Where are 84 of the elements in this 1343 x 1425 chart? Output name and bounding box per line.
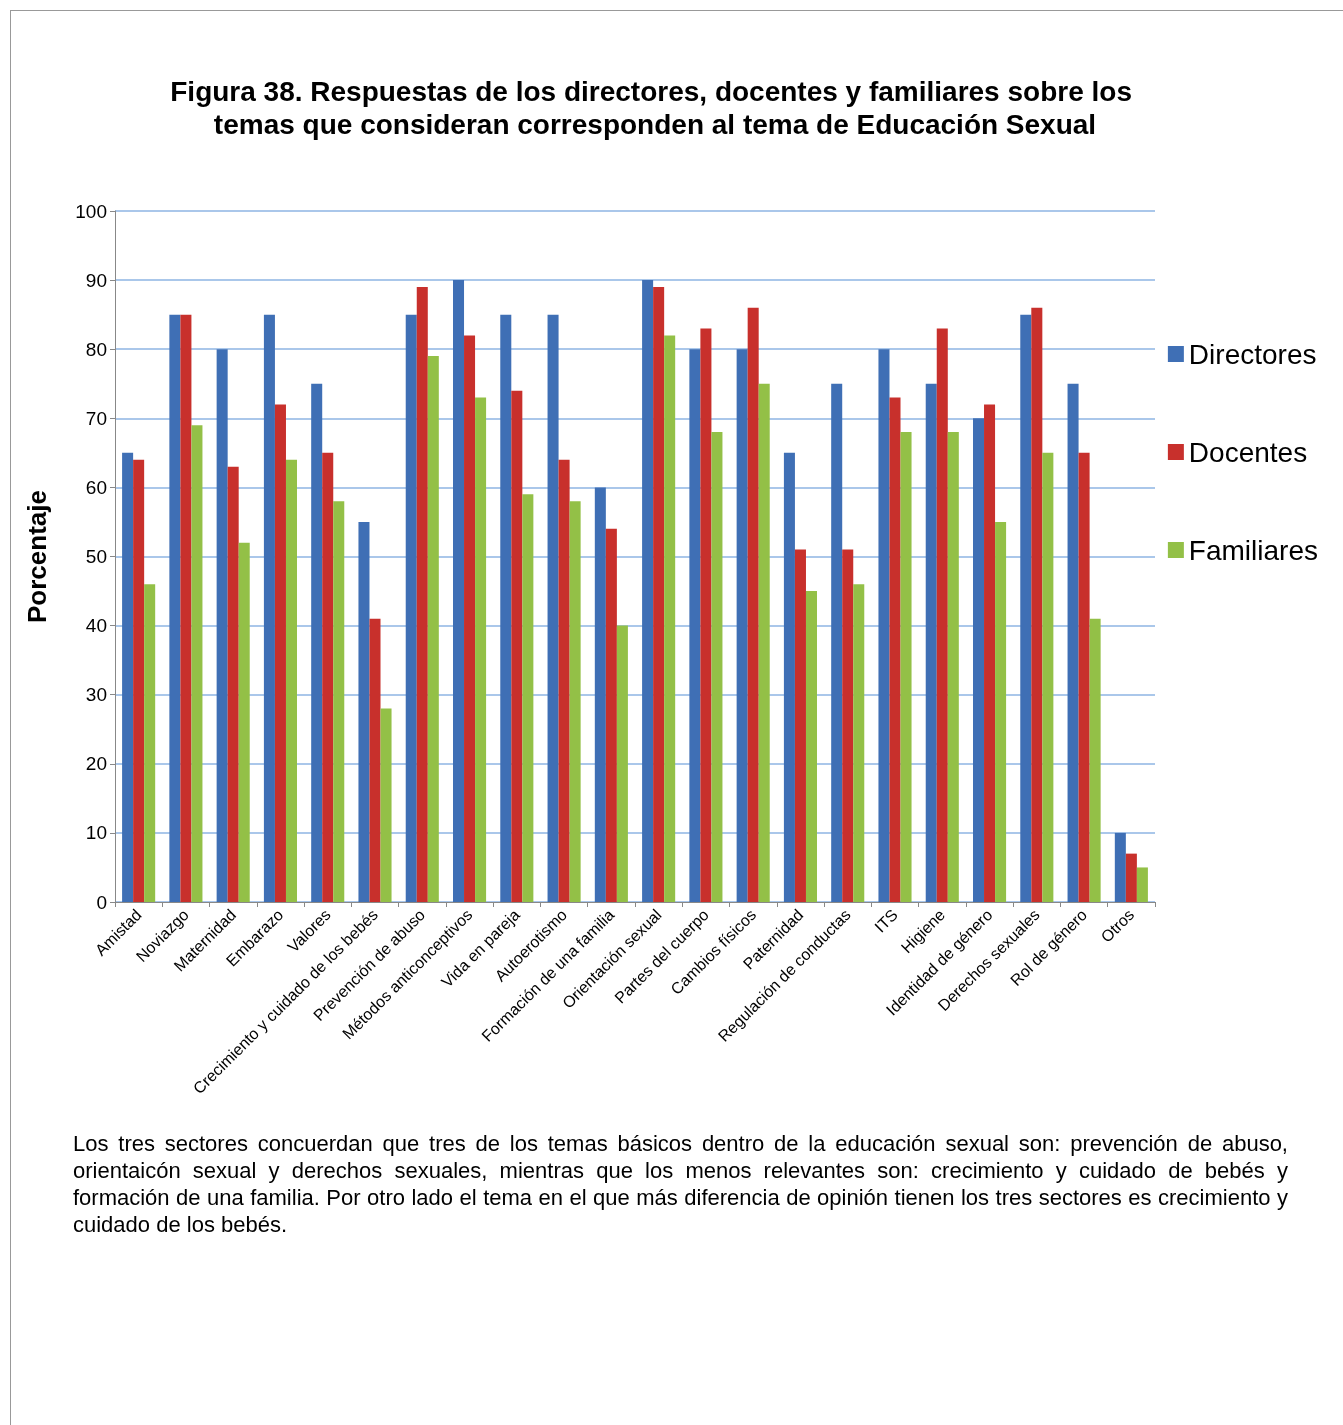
y-tick-label: 30: [85, 684, 107, 706]
bar: [984, 404, 996, 902]
bar: [616, 625, 628, 902]
chart-title: Figura 38. Respuestas de los directores, docentes y familiares sobre los temas que consideran corresponden al tema de Educación Sexual: [170, 76, 1140, 140]
y-tick-label: 10: [85, 822, 107, 844]
bar: [794, 549, 806, 902]
bar: [180, 314, 192, 902]
bar: [853, 584, 865, 902]
bar: [511, 390, 523, 902]
x-tick-label: ITS: [871, 905, 902, 936]
bar: [878, 349, 890, 902]
legend-label: Familiares: [1188, 534, 1319, 566]
bar: [263, 314, 275, 902]
bar: [594, 487, 606, 902]
bar: [405, 314, 417, 902]
bar: [936, 328, 948, 902]
y-tick-label: 80: [85, 338, 107, 360]
bar: [758, 383, 770, 902]
bar: [416, 287, 428, 902]
bar: [322, 452, 334, 902]
bar: [805, 591, 817, 902]
y-tick-label: 70: [85, 407, 107, 429]
bar: [475, 397, 487, 902]
y-tick-label: 0: [96, 891, 107, 913]
bar: [711, 432, 723, 902]
bar: [464, 335, 476, 902]
y-tick-label: 20: [85, 753, 107, 775]
bar: [642, 280, 654, 902]
bar: [783, 452, 795, 902]
bar: [285, 459, 297, 902]
bar: [1114, 832, 1126, 902]
bar: [569, 501, 581, 902]
bar: [889, 397, 901, 902]
bar: [380, 708, 392, 902]
bar: [216, 349, 228, 902]
bar: [842, 549, 854, 902]
bar: [736, 349, 748, 902]
y-tick-label: 90: [85, 269, 107, 291]
bar: [274, 404, 286, 902]
bar: [191, 425, 203, 902]
bar: [664, 335, 676, 902]
text: Los tres sectores concuerdan que tres de los temas básicos dentro de la educación sexual son: prevención de abuso, orientaicón sexual y derechos sexuales, mientras que los menos relevantes son: crecimiento y cuidado de bebés y formación de una familia. Por otro lado el tema en el que más diferencia de opinión tienen los tres sectores es crecimiento y cuidado de los bebés.: [73, 1130, 1288, 1238]
bar: [973, 418, 985, 902]
bar: [1067, 383, 1079, 902]
y-tick-label: 40: [85, 615, 107, 637]
bar: [369, 618, 381, 902]
legend-label: Directores: [1188, 338, 1317, 370]
legend-label: Docentes: [1188, 436, 1308, 468]
bar: [605, 528, 617, 902]
bar: [831, 383, 843, 902]
bar: [900, 432, 912, 902]
bar: [238, 542, 250, 902]
bar: [947, 432, 959, 902]
bar: [227, 466, 239, 902]
bar: [169, 314, 181, 902]
y-tick-label: 100: [75, 200, 107, 222]
bar: [558, 459, 570, 902]
bar: [1089, 618, 1101, 902]
y-axis-title: Porcentaje: [22, 490, 52, 623]
bar: [747, 307, 759, 902]
bar: [925, 383, 937, 902]
bar: [122, 452, 134, 902]
bar: [144, 584, 156, 902]
bar: [1136, 867, 1148, 902]
bar: [1031, 307, 1043, 902]
bar: [689, 349, 701, 902]
y-tick-label: 50: [85, 546, 107, 567]
y-tick-label: 60: [85, 476, 107, 498]
bar: [311, 383, 323, 902]
bar: [453, 280, 465, 902]
bar: [427, 356, 439, 902]
bar: [653, 287, 665, 902]
bar: [358, 521, 370, 902]
bar: [547, 314, 559, 902]
bar: [1125, 853, 1137, 902]
bar: [1020, 314, 1032, 902]
bar: [500, 314, 512, 902]
bar: [133, 459, 145, 902]
bar: [700, 328, 712, 902]
bar: [1078, 452, 1090, 902]
bar: [333, 501, 345, 902]
bar: [522, 494, 534, 902]
bar: [1042, 452, 1054, 902]
bar: [995, 521, 1007, 902]
